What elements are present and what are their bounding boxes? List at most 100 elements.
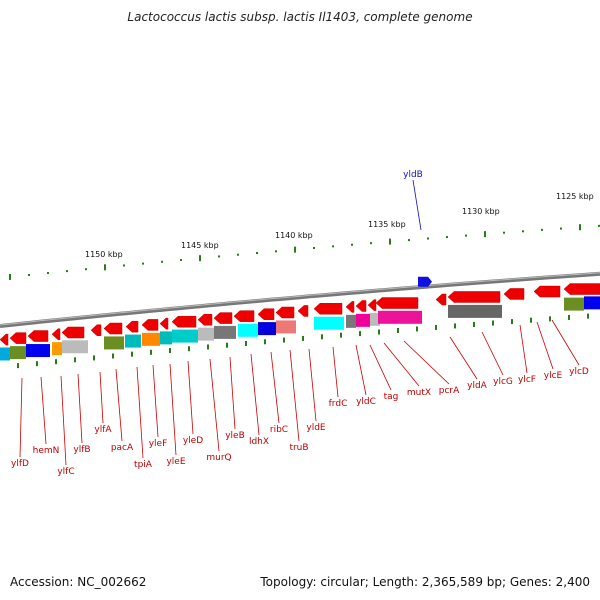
- scale-tick: [389, 238, 391, 245]
- gene-label: ylfC: [57, 467, 74, 477]
- gene-label: yleD: [183, 436, 203, 446]
- gene-features: [0, 276, 600, 361]
- label-line: [60, 375, 67, 466]
- label-line: [136, 366, 144, 459]
- feature-block: [62, 340, 88, 354]
- gene-label: yleE: [166, 457, 185, 467]
- scale-tick: [9, 273, 11, 280]
- lower-tick: [359, 331, 361, 337]
- label-line: [383, 342, 420, 387]
- label-line: [187, 360, 194, 435]
- feature-block: [258, 322, 276, 336]
- lower-tick: [150, 349, 152, 355]
- feature-block: [276, 320, 296, 334]
- gene-arrow: [563, 283, 600, 295]
- lower-tick: [492, 320, 494, 326]
- feature-block: [378, 310, 422, 324]
- gene-arrow: [297, 305, 309, 317]
- scale-tick: [256, 251, 258, 254]
- feature-block: [10, 346, 26, 360]
- scale-tick: [446, 236, 448, 239]
- gene-arrow: [125, 320, 139, 333]
- scale-label: 1125 kbp: [556, 192, 594, 201]
- label-line: [270, 351, 280, 424]
- lower-tick: [340, 332, 342, 338]
- scale-tick: [579, 224, 581, 231]
- feature-block: [214, 325, 236, 339]
- lower-tick: [207, 344, 209, 350]
- gene-arrow: [355, 300, 367, 312]
- gene-label: tpiA: [134, 460, 153, 470]
- scale-tick: [313, 246, 315, 249]
- gene-arrow: [257, 308, 275, 320]
- gene-label: mutX: [407, 388, 431, 398]
- gene-arrow: [27, 330, 49, 342]
- scale-tick: [465, 234, 467, 237]
- lower-tick: [188, 346, 190, 352]
- label-line: [19, 377, 23, 458]
- gene-label: truB: [289, 443, 308, 453]
- scale-tick: [522, 230, 524, 233]
- gene-label: ldhX: [249, 437, 269, 447]
- label-line-top: [412, 179, 422, 231]
- lower-tick: [283, 337, 285, 343]
- gene-arrow-ylda: [418, 276, 432, 287]
- scale-label: 1135 kbp: [368, 220, 406, 229]
- label-line: [250, 353, 260, 436]
- gene-arrow: [141, 319, 159, 331]
- lower-tick: [587, 313, 589, 319]
- feature-block: [125, 334, 141, 348]
- label-line: [519, 324, 528, 374]
- gene-label: frdC: [329, 399, 348, 409]
- lower-tick: [245, 340, 247, 346]
- scale-tick: [294, 246, 296, 253]
- feature-block: [172, 329, 198, 343]
- scale-tick: [142, 262, 144, 265]
- feature-block: [564, 297, 584, 311]
- scale-tick: [66, 270, 68, 273]
- feature-block: [356, 313, 370, 327]
- feature-block: [0, 347, 10, 361]
- lower-tick: [416, 326, 418, 332]
- gene-arrow: [447, 291, 501, 303]
- feature-block: [238, 323, 258, 337]
- lower-tick: [549, 316, 551, 322]
- gene-arrow: [503, 288, 525, 300]
- gene-arrow: [159, 317, 169, 330]
- gene-arrow: [61, 326, 85, 339]
- label-line: [481, 331, 504, 376]
- label-line: [308, 348, 317, 422]
- lower-tick: [511, 319, 513, 325]
- scale-tick: [598, 224, 600, 227]
- lower-tick: [93, 355, 95, 361]
- lower-tick: [36, 361, 38, 367]
- gene-arrow: [171, 315, 197, 328]
- scale-tick: [237, 253, 239, 256]
- gene-arrow: [533, 285, 561, 298]
- gene-label: yldE: [306, 423, 326, 433]
- map-title: Lactococcus lactis subsp. lactis Il1403,…: [127, 10, 473, 24]
- label-line: [209, 358, 220, 452]
- backbone-highlight: [0, 272, 600, 326]
- scale-labels: 1150 kbp 1145 kbp 1140 kbp 1135 kbp 1130 kbp…: [85, 192, 594, 259]
- gene-label: yleF: [149, 439, 168, 449]
- lower-tick: [321, 334, 323, 340]
- genome-summary: Topology: circular; Length: 2,365,589 bp…: [260, 575, 590, 589]
- feature-block: [160, 331, 172, 345]
- scale-tick: [28, 273, 30, 276]
- scale-tick: [85, 268, 87, 271]
- scale-tick: [275, 250, 277, 253]
- feature-block: [314, 316, 344, 330]
- feature-block: [26, 344, 50, 358]
- scale-label: 1140 kbp: [275, 231, 313, 240]
- scale-tick: [408, 239, 410, 242]
- gene-label: hemN: [33, 446, 60, 456]
- feature-block: [104, 336, 124, 350]
- gene-label: ylfD: [11, 459, 29, 469]
- lower-tick: [131, 351, 133, 357]
- scale-tick: [332, 245, 334, 248]
- gene-arrow: [233, 310, 255, 322]
- scale-label: 1150 kbp: [85, 250, 123, 259]
- backbone-line: [0, 271, 600, 328]
